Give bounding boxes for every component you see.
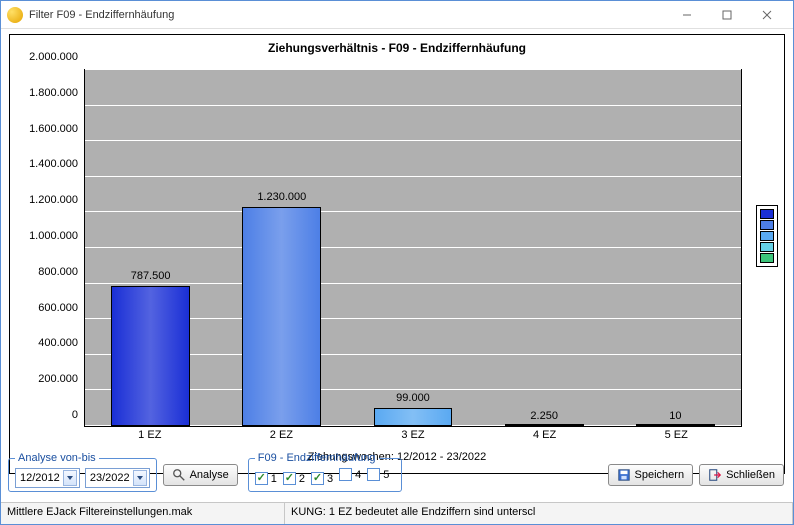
checkbox-label: 1 — [271, 473, 277, 485]
bar-value-label: 1.230.000 — [216, 191, 347, 203]
filter-fieldset: F09 - Endziffernhäufung 1 2 3 4 5 — [248, 452, 403, 492]
checkbox-icon — [367, 468, 380, 481]
checkbox-icon — [339, 468, 352, 481]
y-tick-label: 800.000 — [38, 266, 78, 278]
y-tick-label: 1.200.000 — [29, 194, 78, 206]
filter-checkbox-5[interactable]: 5 — [367, 468, 389, 481]
search-icon — [172, 468, 186, 482]
chart-bar — [505, 424, 584, 426]
y-tick-label: 600.000 — [38, 302, 78, 314]
close-button-label: Schließen — [726, 469, 775, 481]
window-title: Filter F09 - Endziffernhäufung — [29, 9, 174, 21]
y-tick-label: 1.600.000 — [29, 123, 78, 135]
y-tick-label: 400.000 — [38, 337, 78, 349]
checkbox-icon — [311, 472, 324, 485]
analyse-legend: Analyse von-bis — [15, 452, 99, 464]
chart-plot: 787.500 1.230.000 99.0002.25010 — [84, 69, 742, 427]
grid-line — [85, 105, 741, 106]
statusbar-right: KUNG: 1 EZ bedeutet alle Endziffern sind… — [285, 503, 793, 524]
filter-checkbox-4[interactable]: 4 — [339, 468, 361, 481]
grid-line — [85, 69, 741, 70]
bar-value-label: 2.250 — [479, 410, 610, 422]
bar-value-label: 10 — [610, 410, 741, 422]
minimize-button[interactable] — [667, 3, 707, 27]
legend-swatch — [760, 220, 774, 230]
y-tick-label: 200.000 — [38, 373, 78, 385]
titlebar: Filter F09 - Endziffernhäufung — [1, 1, 793, 29]
legend-swatch — [760, 231, 774, 241]
grid-line — [85, 247, 741, 248]
analyse-fieldset: Analyse von-bis 12/2012 23/2022 — [8, 452, 157, 492]
grid-line — [85, 176, 741, 177]
x-tick-label: 5 EZ — [665, 429, 688, 441]
chart-bar — [374, 408, 453, 426]
app-icon — [7, 7, 23, 23]
y-axis-labels: 0 200.000 400.000 600.000 800.000 1.000.000 1.… — [14, 69, 82, 427]
x-tick-label: 2 EZ — [270, 429, 293, 441]
bottom-panel: Analyse von-bis 12/2012 23/2022 Analyse … — [8, 452, 786, 496]
statusbar-left: Mittlere EJack Filtereinstellungen.mak — [1, 503, 285, 524]
save-button[interactable]: Speichern — [608, 464, 694, 486]
filter-checkbox-1[interactable]: 1 — [255, 472, 277, 485]
grid-line — [85, 283, 741, 284]
bar-value-label: 99.000 — [347, 392, 478, 404]
x-tick-label: 3 EZ — [401, 429, 424, 441]
legend-swatch — [760, 242, 774, 252]
floppy-icon — [617, 468, 631, 482]
analyse-from-select[interactable]: 12/2012 — [15, 468, 80, 488]
chart-legend — [756, 205, 778, 267]
analyse-button[interactable]: Analyse — [163, 464, 238, 486]
x-axis-labels: 1 EZ 2 EZ 3 EZ 4 EZ 5 EZ — [84, 429, 742, 443]
chart-bar — [242, 207, 321, 426]
save-button-label: Speichern — [635, 469, 685, 481]
checkbox-label: 3 — [327, 473, 333, 485]
maximize-button[interactable] — [707, 3, 747, 27]
close-button[interactable] — [747, 3, 787, 27]
close-window-button[interactable]: Schließen — [699, 464, 784, 486]
y-tick-label: 1.400.000 — [29, 158, 78, 170]
filter-checkbox-3[interactable]: 3 — [311, 472, 333, 485]
checkbox-icon — [255, 472, 268, 485]
analyse-button-label: Analyse — [190, 469, 229, 481]
y-tick-label: 1.000.000 — [29, 230, 78, 242]
x-tick-label: 1 EZ — [138, 429, 161, 441]
legend-swatch — [760, 209, 774, 219]
bar-value-label: 787.500 — [85, 270, 216, 282]
x-tick-label: 4 EZ — [533, 429, 556, 441]
y-tick-label: 1.800.000 — [29, 87, 78, 99]
chart-bar — [636, 424, 715, 426]
chevron-down-icon — [133, 470, 147, 486]
checkbox-icon — [283, 472, 296, 485]
grid-line — [85, 140, 741, 141]
analyse-from-value: 12/2012 — [20, 472, 60, 484]
analyse-to-select[interactable]: 23/2022 — [85, 468, 150, 488]
filter-checkbox-2[interactable]: 2 — [283, 472, 305, 485]
chart-frame: Ziehungsverhältnis - F09 - Endziffernhäu… — [9, 34, 785, 474]
chart-bar — [111, 286, 190, 426]
y-tick-label: 2.000.000 — [29, 51, 78, 63]
statusbar: Mittlere EJack Filtereinstellungen.mak K… — [1, 502, 793, 524]
y-tick-label: 0 — [72, 409, 78, 421]
checkbox-label: 4 — [355, 469, 361, 481]
exit-icon — [708, 468, 722, 482]
checkbox-label: 2 — [299, 473, 305, 485]
chart-title: Ziehungsverhältnis - F09 - Endziffernhäu… — [10, 35, 784, 59]
grid-line — [85, 211, 741, 212]
legend-swatch — [760, 253, 774, 263]
chevron-down-icon — [63, 470, 77, 486]
filter-legend: F09 - Endziffernhäufung — [255, 452, 379, 464]
analyse-to-value: 23/2022 — [90, 472, 130, 484]
checkbox-label: 5 — [383, 469, 389, 481]
